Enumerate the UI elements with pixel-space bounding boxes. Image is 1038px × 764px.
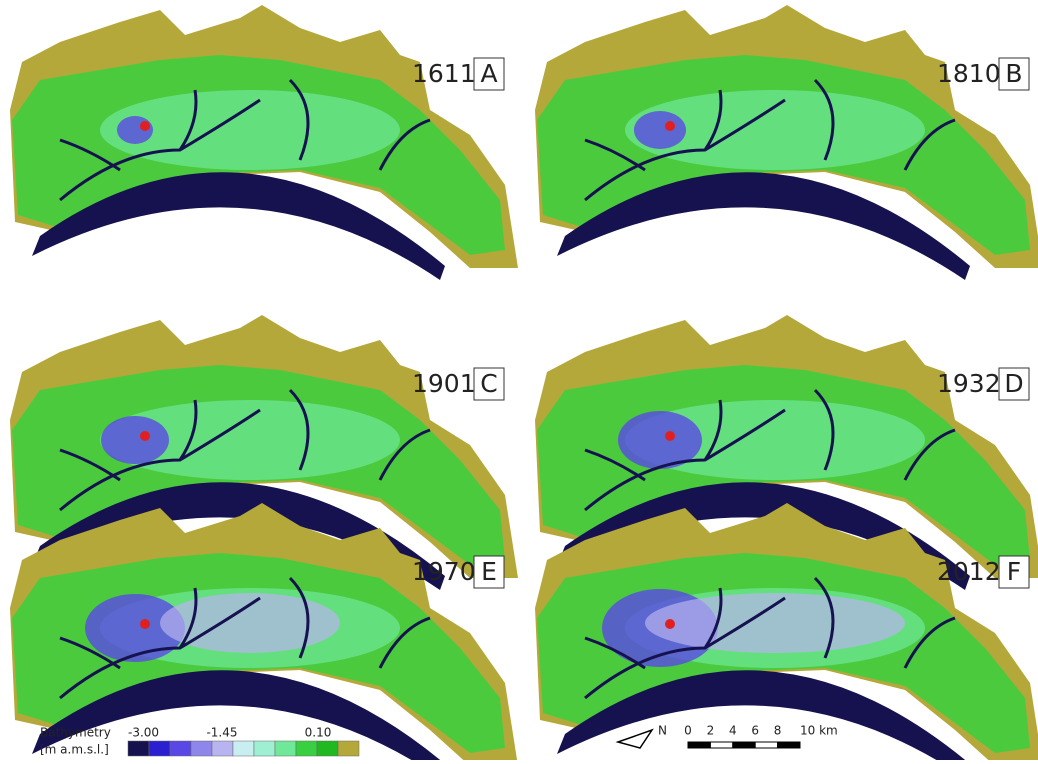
legend: Bathymetry [m a.m.s.l.] -3.00 -1.45 0.10 xyxy=(40,726,359,757)
figure: 1611A1810B1901C1932D1970E2012F Bathymetr… xyxy=(0,0,1038,760)
year-label: 1901 xyxy=(412,369,476,398)
north-arrow: N xyxy=(618,724,667,749)
year-label: 1611 xyxy=(412,59,476,88)
legend-swatch xyxy=(338,741,359,756)
arrow xyxy=(618,730,652,748)
scale-segment xyxy=(733,742,755,748)
scale-label: 6 xyxy=(751,724,759,738)
scale-label: 8 xyxy=(774,724,782,738)
scale-label: 2 xyxy=(707,724,715,738)
scale-segment xyxy=(688,742,710,748)
lagoon xyxy=(101,416,169,464)
year-label: 1810 xyxy=(937,59,1001,88)
legend-title: Bathymetry xyxy=(40,726,111,740)
panel-letter: D xyxy=(1004,369,1023,398)
scale-segment xyxy=(710,742,732,748)
legend-unit: [m a.m.s.l.] xyxy=(40,743,109,757)
legend-swatch xyxy=(170,741,191,756)
scale-segment xyxy=(755,742,777,748)
legend-swatch xyxy=(317,741,338,756)
north-label: N xyxy=(658,724,667,738)
year-label: 1932 xyxy=(937,369,1001,398)
legend-swatch xyxy=(191,741,212,756)
site-marker xyxy=(140,121,150,131)
legend-label: -3.00 xyxy=(128,726,159,740)
legend-swatch xyxy=(128,741,149,756)
legend-swatch xyxy=(149,741,170,756)
scale-segment xyxy=(778,742,800,748)
panel-letter: C xyxy=(480,369,497,398)
scale-label: 0 xyxy=(684,724,692,738)
legend-swatch xyxy=(254,741,275,756)
scale-label: 10 km xyxy=(800,724,838,738)
scale-label: 4 xyxy=(729,724,737,738)
legend-label: -1.45 xyxy=(206,726,237,740)
shallow xyxy=(645,593,905,653)
legend-swatch xyxy=(233,741,254,756)
legend-label: 0.10 xyxy=(305,726,332,740)
year-label: 1970 xyxy=(412,557,476,586)
lagoon xyxy=(634,111,686,149)
site-marker xyxy=(140,619,150,629)
legend-swatch xyxy=(275,741,296,756)
site-marker xyxy=(665,121,675,131)
legend-swatch xyxy=(296,741,317,756)
panel-letter: E xyxy=(481,557,497,586)
site-marker xyxy=(140,431,150,441)
panel-letter: B xyxy=(1005,59,1022,88)
year-label: 2012 xyxy=(937,557,1001,586)
panel-letter: F xyxy=(1007,557,1021,586)
panel-letter: A xyxy=(480,59,497,88)
site-marker xyxy=(665,619,675,629)
site-marker xyxy=(665,431,675,441)
legend-swatch xyxy=(212,741,233,756)
